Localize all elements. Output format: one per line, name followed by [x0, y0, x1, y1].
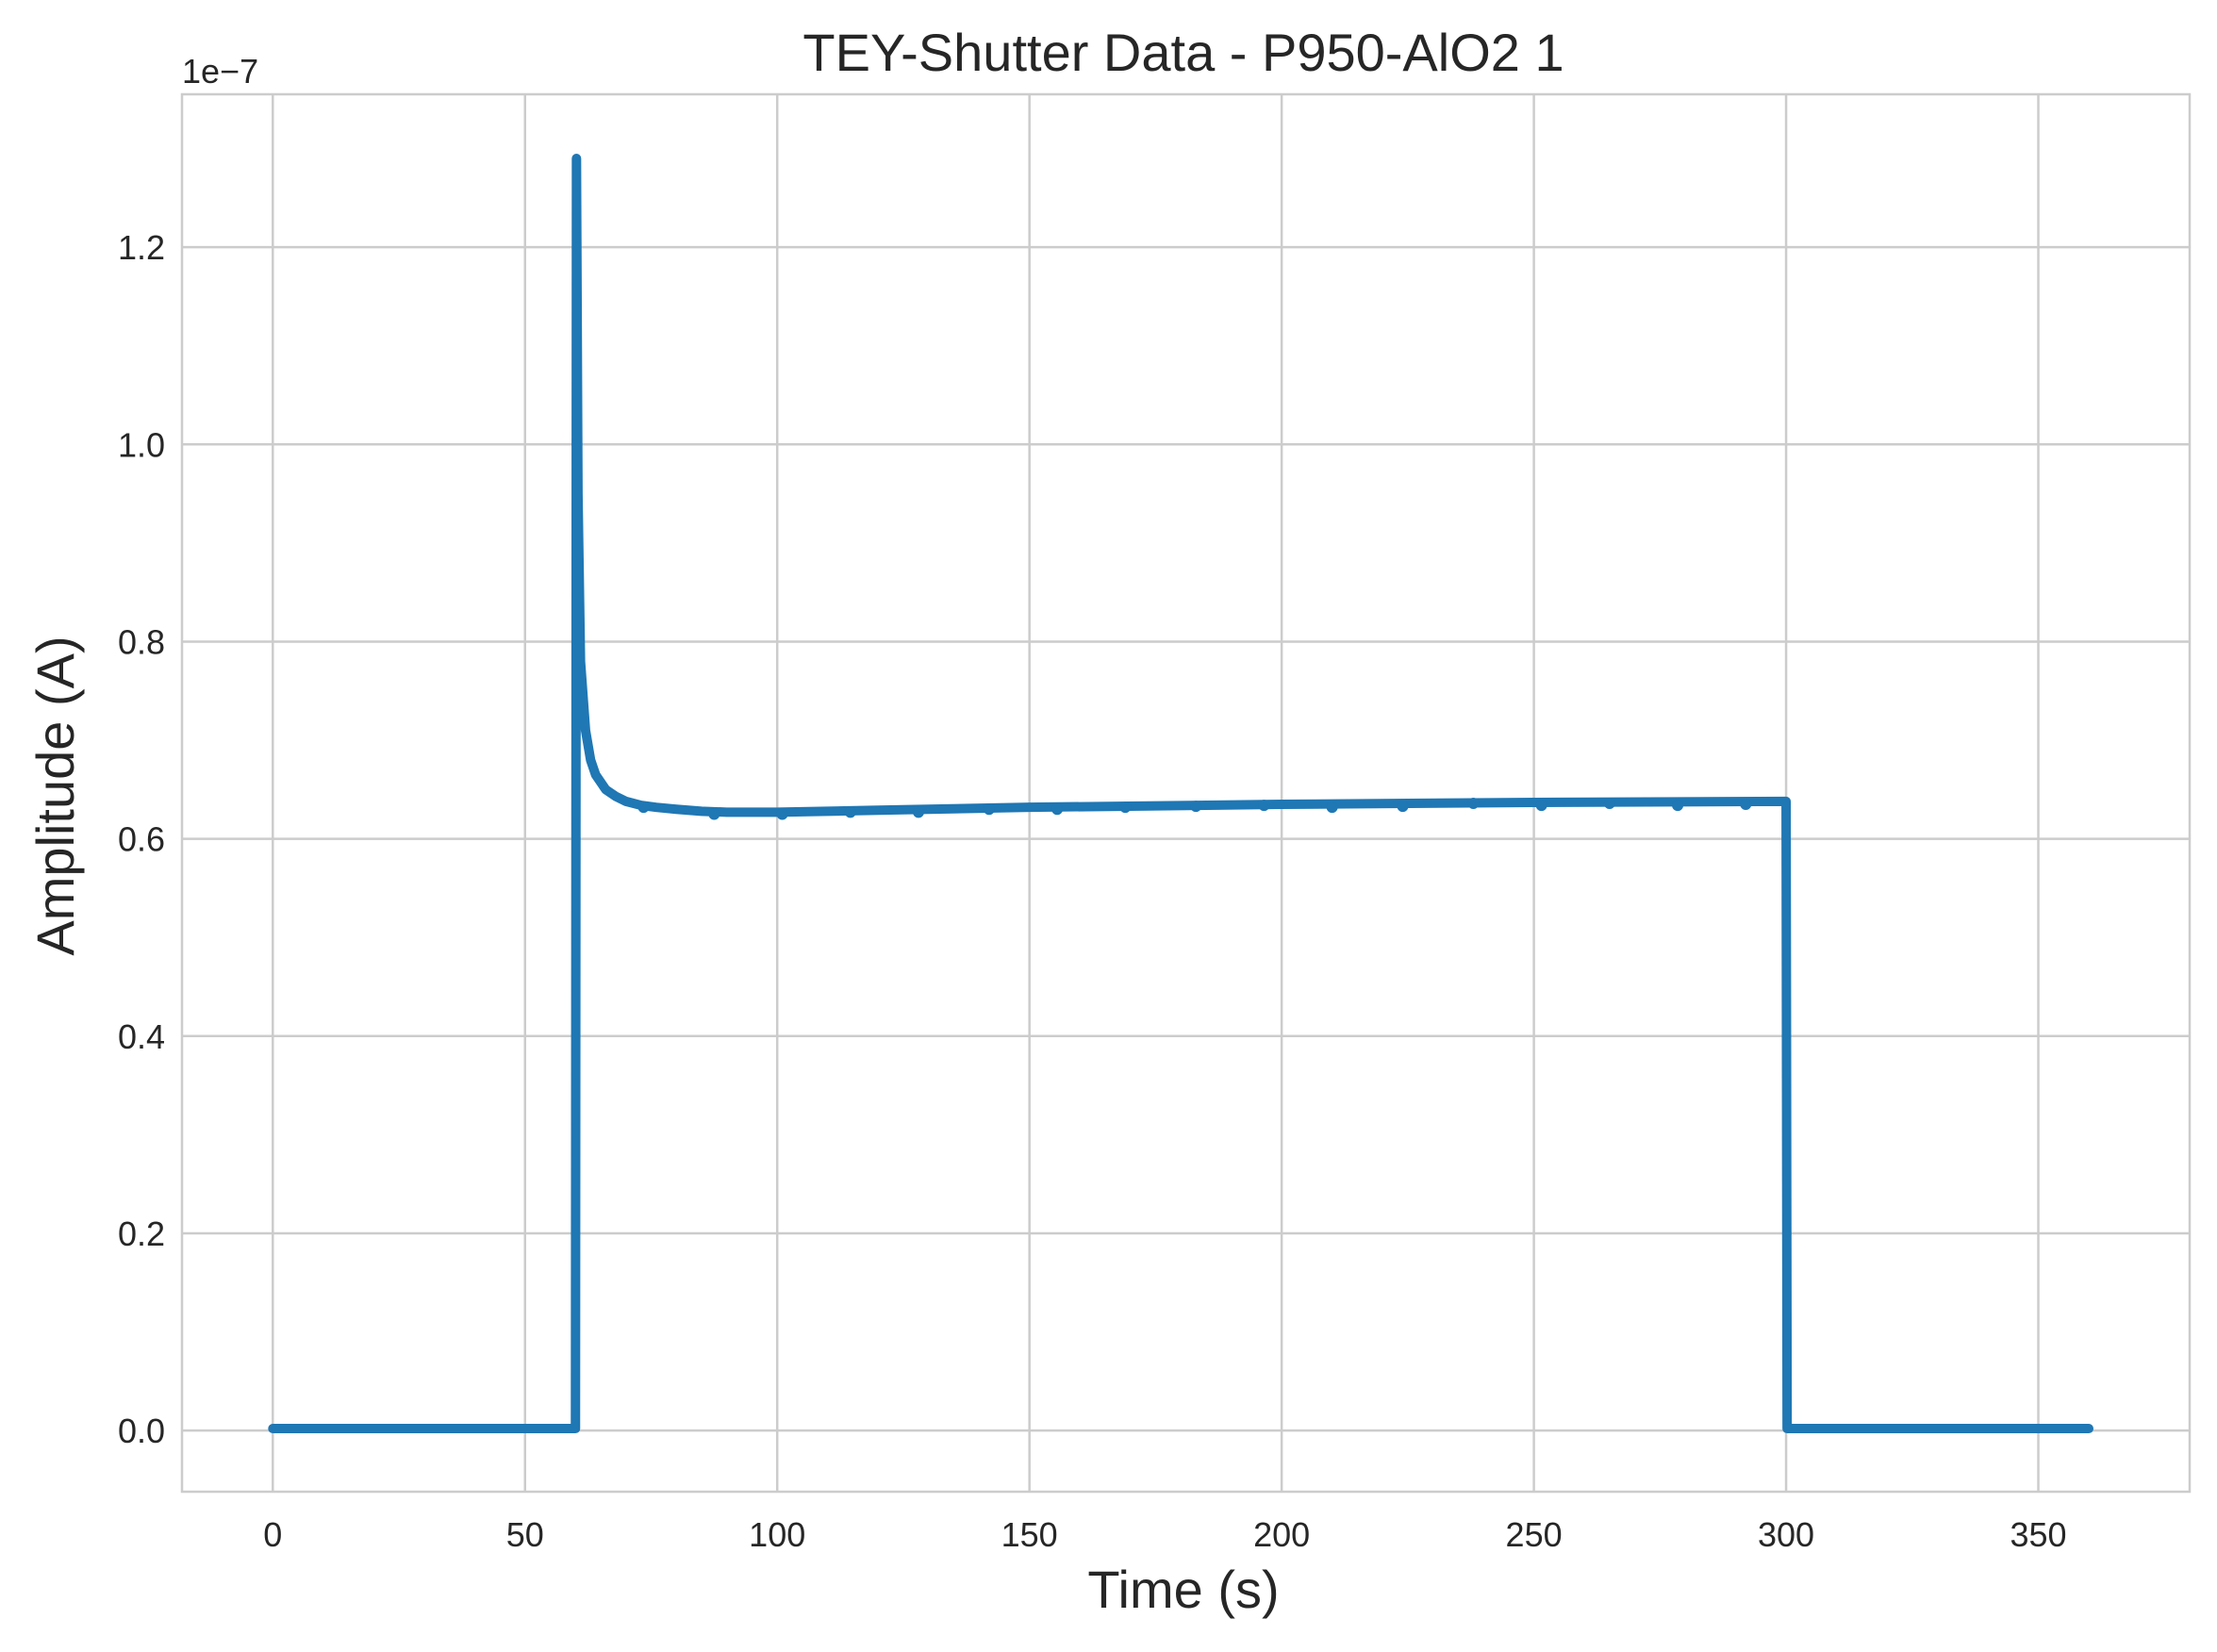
- data-point: [912, 806, 924, 818]
- y-tick-label: 1.0: [118, 425, 165, 464]
- data-series: [268, 153, 2094, 1434]
- y-tick-label: 1.2: [118, 228, 165, 267]
- data-point: [983, 803, 995, 816]
- y-tick-label: 0.2: [118, 1214, 165, 1253]
- y-offset-label: 1e−7: [182, 52, 258, 91]
- x-tick-label: 150: [1001, 1515, 1058, 1554]
- data-point: [1397, 801, 1409, 813]
- y-tick-label: 0.6: [118, 820, 165, 859]
- y-tick-labels: 0.0 0.2 0.4 0.6 0.8 1.0 1.2: [118, 228, 165, 1450]
- x-tick-label: 200: [1253, 1515, 1310, 1554]
- data-point: [1258, 800, 1270, 812]
- x-tick-labels: 0 50 100 150 200 250 300 350: [263, 1515, 2066, 1554]
- x-tick-label: 300: [1758, 1515, 1814, 1554]
- data-point: [1190, 801, 1202, 813]
- data-point: [1672, 800, 1684, 812]
- data-point: [844, 806, 856, 818]
- x-tick-label: 100: [749, 1515, 805, 1554]
- data-point: [1467, 797, 1480, 809]
- series-line: [268, 153, 2094, 1434]
- y-tick-label: 0.4: [118, 1017, 165, 1056]
- x-tick-label: 350: [2010, 1515, 2066, 1554]
- data-point: [708, 808, 720, 820]
- x-tick-label: 0: [263, 1515, 282, 1554]
- x-tick-label: 50: [506, 1515, 544, 1554]
- x-tick-label: 250: [1506, 1515, 1563, 1554]
- data-point: [1051, 803, 1064, 816]
- data-point: [776, 808, 788, 820]
- x-axis-label: Time (s): [1087, 1560, 1279, 1619]
- chart-title: TEY-Shutter Data - P950-AlO2 1: [802, 23, 1563, 82]
- y-axis-label: Amplitude (A): [25, 636, 85, 955]
- data-point: [1535, 800, 1547, 812]
- y-tick-label: 0.0: [118, 1412, 165, 1450]
- data-point: [637, 801, 650, 814]
- y-tick-label: 0.8: [118, 622, 165, 661]
- data-point: [1326, 801, 1338, 814]
- plot-frame: [180, 92, 2192, 1494]
- data-point: [1603, 797, 1615, 809]
- data-point: [1740, 799, 1752, 811]
- grid-lines: [182, 94, 2190, 1492]
- data-point: [1119, 801, 1132, 814]
